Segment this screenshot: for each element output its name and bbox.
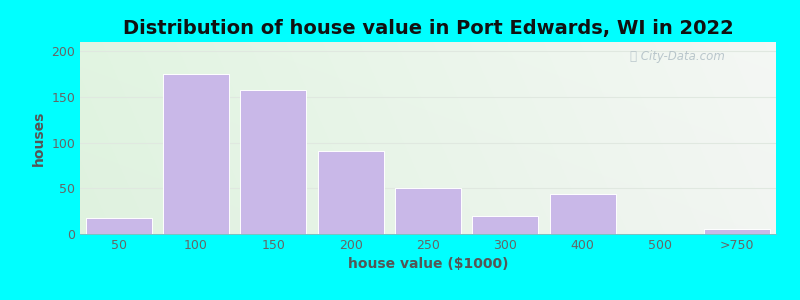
Y-axis label: houses: houses <box>32 110 46 166</box>
X-axis label: house value ($1000): house value ($1000) <box>348 257 508 272</box>
Bar <box>86 218 151 234</box>
Bar <box>318 151 383 234</box>
Text: ⓘ City-Data.com: ⓘ City-Data.com <box>630 50 725 63</box>
Bar <box>395 188 461 234</box>
Bar <box>473 216 538 234</box>
Bar <box>550 194 615 234</box>
Bar <box>163 74 229 234</box>
Bar <box>241 89 306 234</box>
Title: Distribution of house value in Port Edwards, WI in 2022: Distribution of house value in Port Edwa… <box>122 19 734 38</box>
Bar <box>705 230 770 234</box>
